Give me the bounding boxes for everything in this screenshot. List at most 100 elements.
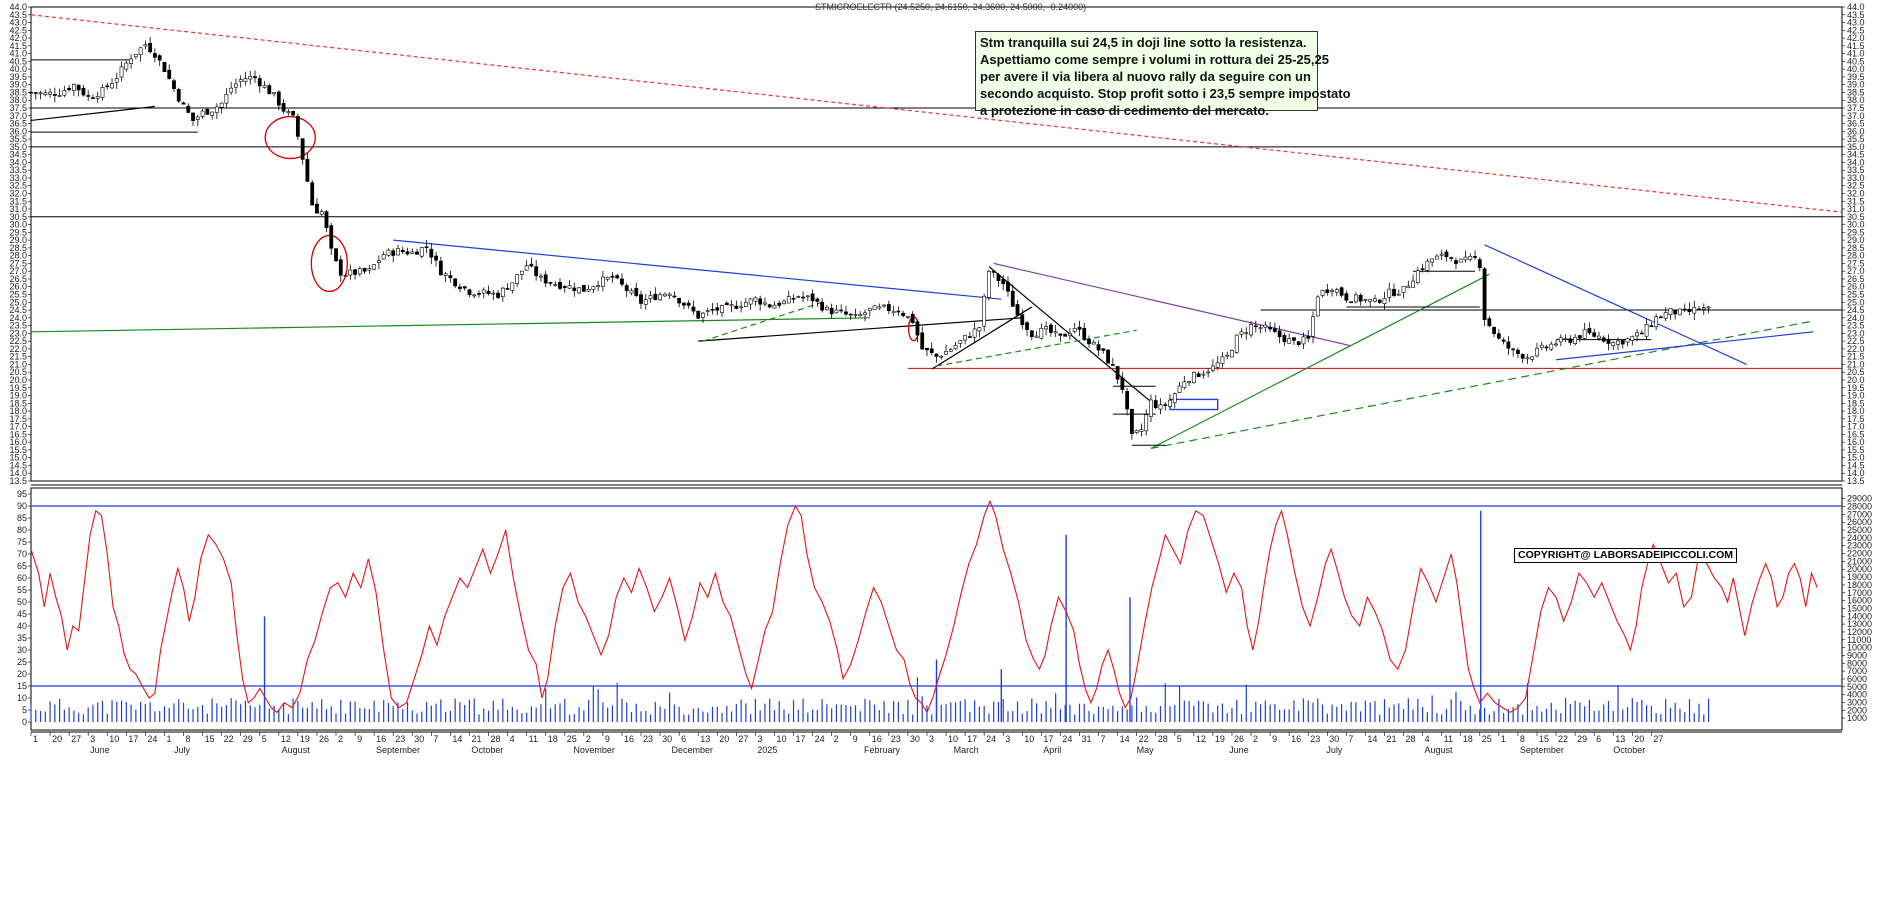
y-tick-label: 34.5	[9, 150, 27, 160]
candle-body	[262, 85, 267, 88]
y-tick-label: 16.5	[1847, 429, 1865, 439]
y-tick-label: 21.5	[9, 352, 27, 362]
x-tick-label: 23	[395, 734, 405, 744]
x-tick-label: 16	[376, 734, 386, 744]
candle-body	[1025, 322, 1029, 330]
candle-body	[558, 282, 562, 289]
candle-body	[944, 351, 948, 355]
candle-body	[915, 321, 920, 336]
candle-body	[1554, 343, 1558, 346]
candle-body	[286, 111, 291, 114]
y-tick-label: 35.0	[1847, 142, 1865, 152]
y-tick-label: 30.5	[9, 212, 27, 222]
osc-tick-label: 95	[17, 489, 27, 499]
candle-body	[882, 304, 886, 307]
y-tick-label: 40.5	[9, 56, 27, 66]
x-tick-label: 10	[948, 734, 958, 744]
y-tick-label: 33.0	[1847, 173, 1865, 183]
x-tick-label: 20	[1634, 734, 1644, 744]
candle-body	[1334, 289, 1339, 293]
candle-body	[1096, 344, 1101, 351]
y-tick-label: 14.5	[1847, 460, 1865, 470]
x-tick-label: 17	[967, 734, 977, 744]
candle-body	[1401, 285, 1406, 293]
candle-body	[987, 271, 991, 298]
y-tick-label: 22.5	[9, 336, 27, 346]
osc-tick-label: 15	[17, 681, 27, 691]
candle-body	[524, 265, 529, 271]
x-tick-label: 2	[1253, 734, 1258, 744]
x-tick-label: 25	[1482, 734, 1492, 744]
candle-body	[1697, 308, 1701, 311]
y-tick-label: 19.5	[1847, 383, 1865, 393]
candle-body	[1387, 288, 1392, 298]
candle-body	[305, 158, 310, 182]
candle-body	[1234, 334, 1239, 353]
candle-body	[1382, 298, 1387, 304]
volume-tick-label: 7000	[1847, 666, 1867, 676]
candle-body	[52, 93, 57, 96]
y-tick-label: 33.5	[9, 165, 27, 175]
y-tick-label: 32.5	[9, 181, 27, 191]
candle-body	[491, 292, 496, 295]
candle-body	[1277, 330, 1282, 338]
month-label: September	[376, 745, 420, 755]
candle-body	[639, 294, 643, 304]
candle-body	[820, 301, 825, 311]
candle-body	[996, 274, 1001, 281]
candle-body	[172, 80, 176, 89]
candle-body	[186, 105, 191, 113]
y-tick-label: 27.0	[9, 266, 27, 276]
volume-tick-label: 25000	[1847, 525, 1872, 535]
candle-body	[143, 44, 148, 47]
x-tick-label: 6	[681, 734, 686, 744]
candle-body	[705, 310, 710, 312]
y-tick-label: 19.5	[9, 383, 27, 393]
candle-body	[1582, 329, 1587, 339]
volume-tick-label: 19000	[1847, 572, 1872, 582]
candle-body	[701, 312, 705, 318]
x-tick-label: 30	[910, 734, 920, 744]
candle-body	[105, 85, 110, 88]
y-tick-label: 39.5	[1847, 72, 1865, 82]
candle-body	[1253, 325, 1258, 328]
candle-body	[620, 278, 624, 285]
y-tick-label: 39.0	[1847, 80, 1865, 90]
candle-body	[977, 327, 982, 332]
volume-tick-label: 10000	[1847, 643, 1872, 653]
candle-body	[1196, 373, 1201, 378]
candle-body	[581, 284, 586, 292]
x-tick-label: 20	[52, 734, 62, 744]
y-tick-label: 18.5	[1847, 398, 1865, 408]
x-tick-label: 9	[853, 734, 858, 744]
candle-body	[1435, 255, 1439, 260]
y-tick-label: 32.5	[1847, 181, 1865, 191]
candle-body	[100, 87, 105, 98]
y-tick-label: 22.5	[1847, 336, 1865, 346]
candle-body	[338, 259, 343, 276]
y-tick-label: 37.0	[1847, 111, 1865, 121]
x-tick-label: 6	[1596, 734, 1601, 744]
candle-body	[696, 310, 701, 319]
candle-body	[853, 314, 858, 316]
candle-body	[682, 302, 686, 306]
candle-body	[1415, 270, 1420, 283]
volume-tick-label: 22000	[1847, 549, 1872, 559]
candle-body	[1115, 366, 1120, 380]
y-tick-label: 39.0	[9, 80, 27, 90]
osc-tick-label: 50	[17, 597, 27, 607]
x-tick-label: 3	[90, 734, 95, 744]
candle-body	[1363, 299, 1368, 301]
candle-body	[214, 106, 219, 113]
candle-body	[1001, 278, 1006, 285]
month-label: December	[672, 745, 714, 755]
candle-body	[839, 309, 844, 312]
candle-body	[448, 275, 453, 279]
osc-tick-label: 35	[17, 633, 27, 643]
osc-tick-label: 80	[17, 525, 27, 535]
candle-body	[920, 332, 925, 350]
osc-tick-label: 55	[17, 585, 27, 595]
x-tick-label: 22	[1558, 734, 1568, 744]
candle-body	[662, 293, 667, 297]
y-tick-label: 13.5	[1847, 476, 1865, 486]
